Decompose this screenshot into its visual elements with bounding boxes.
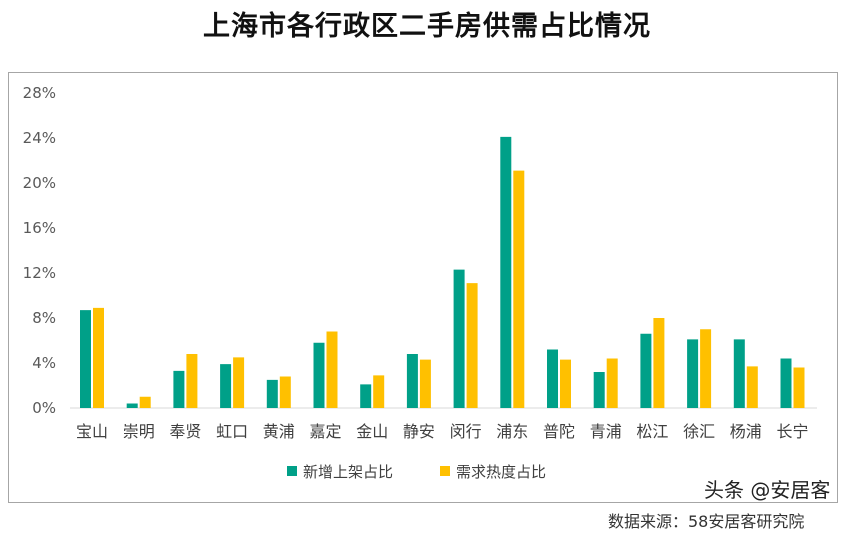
legend-label: 新增上架占比	[303, 463, 393, 481]
bar-supply	[687, 339, 699, 408]
bar-supply	[220, 364, 232, 408]
x-tick-label: 嘉定	[309, 422, 341, 441]
x-tick-label: 杨浦	[730, 422, 762, 441]
bar-demand	[419, 359, 431, 408]
y-tick-label: 12%	[23, 264, 56, 282]
source-note: 数据来源：58安居客研究院	[608, 512, 805, 531]
chart-title: 上海市各行政区二手房供需占比情况	[203, 11, 651, 42]
x-tick-label: 闵行	[450, 422, 482, 441]
legend-swatch	[287, 466, 297, 476]
bar-supply	[266, 379, 278, 408]
y-tick-label: 8%	[32, 309, 56, 327]
y-tick-label: 28%	[23, 84, 56, 102]
bar-supply	[406, 354, 418, 408]
bar-supply	[360, 384, 372, 408]
bar-supply	[453, 269, 465, 408]
y-tick-label: 0%	[32, 399, 56, 417]
bar-demand	[373, 375, 385, 408]
x-tick-label: 崇明	[123, 422, 155, 441]
bar-demand	[560, 359, 571, 408]
bar-demand	[513, 170, 525, 408]
bar-supply	[173, 370, 185, 408]
bar-demand	[653, 318, 665, 408]
bar-demand	[186, 354, 198, 408]
chart-frame	[8, 72, 838, 503]
bar-demand	[279, 376, 291, 408]
x-tick-label: 普陀	[543, 422, 575, 441]
bar-supply	[80, 310, 91, 408]
x-tick-label: 徐汇	[683, 422, 715, 441]
bar-supply	[733, 339, 745, 408]
bar-supply	[593, 372, 605, 408]
bar-demand	[606, 358, 618, 408]
bar-supply	[126, 403, 138, 408]
x-tick-label: 金山	[356, 422, 388, 441]
bar-supply	[313, 342, 325, 408]
bar-demand	[93, 307, 104, 408]
legend-swatch	[440, 466, 450, 476]
bar-demand	[746, 366, 758, 408]
x-tick-label: 松江	[636, 422, 668, 441]
legend-label: 需求热度占比	[456, 463, 546, 481]
bar-demand	[466, 283, 478, 408]
x-tick-label: 长宁	[776, 422, 808, 441]
x-tick-label: 浦东	[496, 422, 528, 441]
bar-demand	[700, 329, 712, 408]
x-tick-label: 宝山	[76, 422, 108, 441]
y-tick-label: 4%	[32, 354, 56, 372]
watermark: 头条 @安居客	[704, 478, 831, 502]
bar-supply	[547, 349, 558, 408]
y-tick-label: 16%	[23, 219, 56, 237]
bar-supply	[780, 358, 792, 408]
bar-demand	[139, 396, 151, 408]
x-tick-label: 黄浦	[263, 422, 295, 441]
bar-supply	[640, 333, 652, 408]
x-tick-label: 静安	[403, 422, 435, 441]
y-tick-label: 24%	[23, 129, 56, 147]
bar-supply	[500, 136, 512, 408]
x-tick-label: 青浦	[590, 422, 622, 441]
bar-demand	[793, 367, 805, 408]
bar-demand	[233, 357, 245, 408]
x-tick-label: 虹口	[216, 422, 248, 441]
bar-demand	[326, 331, 338, 408]
x-tick-label: 奉贤	[169, 422, 201, 441]
y-tick-label: 20%	[23, 174, 56, 192]
